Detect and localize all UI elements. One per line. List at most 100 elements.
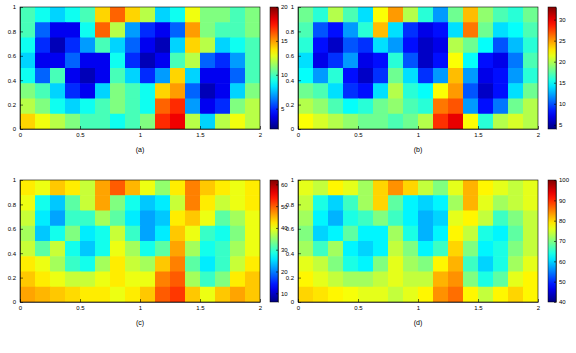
heatmap-cell — [65, 211, 81, 227]
heatmap-cell — [463, 114, 479, 129]
heatmap-cell — [230, 68, 246, 84]
heatmap-cell — [140, 241, 156, 257]
heatmap-cell — [343, 38, 359, 54]
x-tick: 0 — [297, 126, 301, 138]
heatmap-cell — [388, 7, 404, 23]
heatmap-cell — [298, 287, 314, 302]
colorbar-tick: 15 — [554, 80, 566, 86]
heatmap-cell — [200, 83, 216, 99]
heatmap-cell — [50, 38, 66, 54]
heatmap-cell — [140, 114, 156, 129]
y-tick-label: 0.8 — [8, 202, 17, 208]
heatmap-cell — [245, 38, 260, 54]
heatmap-cell — [433, 241, 449, 257]
plot-frame — [20, 7, 260, 129]
colorbar-tick-mark — [276, 206, 278, 207]
heatmap-cell — [463, 99, 479, 115]
heatmap-cell — [80, 53, 96, 69]
heatmap-cell — [125, 83, 141, 99]
heatmap-cell — [478, 83, 494, 99]
x-tick-label: 1 — [139, 132, 143, 138]
y-tick: 0.2 — [8, 102, 23, 108]
heatmap-cell — [245, 68, 260, 84]
colorbar-tick-mark — [276, 293, 278, 294]
y-tick: 0.4 — [8, 251, 23, 257]
heatmap-cell — [230, 226, 246, 242]
heatmap-cell — [478, 180, 494, 196]
heatmap-cell — [170, 68, 186, 84]
x-tick-label: 1 — [139, 305, 143, 311]
heatmap-cell — [110, 68, 126, 84]
colorbar — [548, 180, 556, 302]
heatmap-cell — [328, 241, 344, 257]
heatmap-cell — [418, 256, 434, 272]
heatmap-cell — [140, 83, 156, 99]
y-axis-line — [20, 181, 21, 303]
heatmap-cell — [50, 83, 66, 99]
x-tick-mark — [418, 126, 419, 129]
x-tick: 0.5 — [354, 126, 363, 138]
heatmap-cell — [20, 195, 36, 211]
heatmap-cell — [185, 180, 201, 196]
colorbar-tick-label: 25 — [559, 38, 566, 44]
heatmap-cell — [523, 83, 538, 99]
colorbar — [270, 7, 278, 129]
heatmap-cell — [433, 99, 449, 115]
heatmap-cell — [200, 114, 216, 129]
heatmap-cell — [80, 180, 96, 196]
heatmap-cell — [170, 195, 186, 211]
colorbar-tick-mark — [554, 180, 556, 181]
heatmap-cell — [328, 68, 344, 84]
heatmap-cell — [448, 83, 464, 99]
heatmap-cell — [298, 68, 314, 84]
x-tick: 2 — [259, 299, 263, 311]
heatmap-cell — [215, 99, 231, 115]
heatmap-cell — [358, 195, 374, 211]
heatmap-cell — [20, 211, 36, 227]
heatmap-cell — [508, 272, 524, 288]
heatmap-cell — [418, 180, 434, 196]
heatmap-cell — [110, 53, 126, 69]
heatmap-cell — [230, 83, 246, 99]
y-tick: 0.6 — [286, 53, 301, 59]
heatmap-cell — [418, 68, 434, 84]
heatmap-cell — [373, 99, 389, 115]
heatmap-cell — [65, 7, 81, 23]
heatmap-cell — [20, 68, 36, 84]
heatmap-cell — [523, 195, 538, 211]
heatmap-cell — [200, 287, 216, 302]
y-tick: 0 — [291, 126, 301, 132]
heatmap-cell — [463, 180, 479, 196]
heatmap-cell — [523, 256, 538, 272]
heatmap-cell — [95, 53, 111, 69]
x-tick-label: 1.5 — [474, 305, 483, 311]
heatmap-cell — [403, 68, 419, 84]
colorbar-tick: 30 — [554, 17, 566, 23]
heatmap-cell — [403, 241, 419, 257]
x-tick: 1.5 — [196, 299, 205, 311]
heatmap-cell — [215, 272, 231, 288]
heatmap-cell — [313, 226, 329, 242]
colorbar-axis: 5101520 — [276, 4, 288, 129]
caption: (a) — [136, 146, 145, 154]
colorbar-tick: 60 — [554, 259, 566, 265]
heatmap-cell — [343, 83, 359, 99]
heatmap-cell — [110, 99, 126, 115]
heatmap-cell — [20, 83, 36, 99]
x-axis: 00.511.52 — [19, 299, 263, 311]
heatmap-cell — [508, 7, 524, 23]
heatmap-cell — [328, 256, 344, 272]
heatmap-cell — [80, 226, 96, 242]
heatmap-cell — [125, 256, 141, 272]
y-tick-mark — [20, 129, 23, 130]
y-tick-label: 0.8 — [286, 202, 295, 208]
heatmap-cell — [433, 114, 449, 129]
colorbar-tick: 70 — [554, 238, 566, 244]
heatmap-cell — [140, 211, 156, 227]
y-tick-label: 0.2 — [286, 275, 295, 281]
heatmap-cell — [80, 22, 96, 38]
x-tick-label: 2 — [537, 132, 541, 138]
y-tick-mark — [20, 56, 23, 57]
heatmap-cell — [110, 38, 126, 54]
heatmap-cell — [418, 83, 434, 99]
